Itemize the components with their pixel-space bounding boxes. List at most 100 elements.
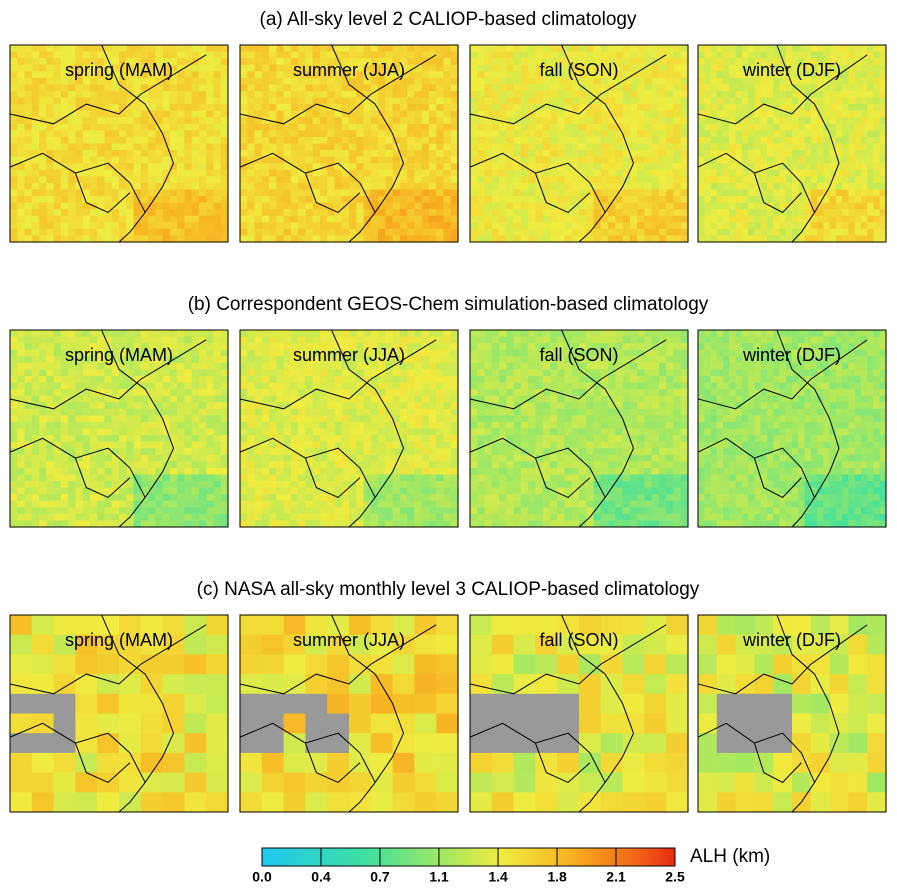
map-cell: [629, 58, 638, 66]
map-cell: [126, 461, 135, 469]
map-cell: [571, 228, 580, 237]
map-cell: [312, 362, 321, 370]
map-cell: [111, 130, 120, 138]
map-cell: [162, 330, 171, 338]
map-cell: [82, 77, 91, 85]
map-cell: [658, 143, 667, 151]
map-cell: [46, 448, 55, 456]
map-cell: [75, 189, 84, 197]
map-cell: [148, 209, 156, 217]
map-cell: [312, 428, 321, 436]
map-cell: [46, 58, 55, 66]
map-cell: [305, 395, 314, 403]
map-cell: [247, 343, 256, 351]
map-cell: [119, 64, 127, 72]
map-cell: [370, 97, 379, 105]
map-cell: [283, 494, 292, 502]
map-cell: [133, 143, 142, 151]
map-cell: [184, 402, 193, 410]
map-cell: [436, 136, 445, 145]
map-cell: [392, 130, 401, 138]
map-cell: [450, 90, 459, 99]
map-cell: [17, 64, 26, 72]
map-cell: [760, 189, 768, 197]
map-cell: [484, 143, 493, 151]
map-cell: [283, 435, 292, 443]
map-cell: [46, 507, 55, 515]
map-cell: [484, 182, 493, 191]
map-cell: [75, 71, 84, 79]
map-cell: [848, 215, 856, 223]
map-cell: [564, 143, 573, 151]
map-cell: [698, 189, 705, 197]
map-cell: [399, 150, 408, 158]
map-cell: [499, 110, 507, 118]
map-cell: [177, 461, 185, 469]
map-cell: [39, 461, 47, 469]
map-cell: [240, 382, 248, 390]
map-cell: [24, 356, 33, 364]
map-cell: [177, 454, 185, 462]
map-cell: [557, 117, 566, 125]
map-cell: [104, 97, 113, 105]
map-cell: [298, 369, 306, 377]
map-cell: [698, 117, 705, 125]
map-cell: [198, 454, 207, 462]
map-cell: [247, 117, 256, 125]
map-cell: [867, 136, 875, 145]
map-cell: [741, 84, 749, 92]
map-cell: [499, 104, 507, 112]
map-cell: [378, 215, 386, 223]
map-cell: [261, 415, 270, 423]
map-cell: [680, 58, 689, 66]
map-cell: [82, 215, 91, 223]
map-cell: [24, 215, 33, 223]
map-cell: [240, 182, 248, 191]
map-cell: [428, 51, 437, 59]
map-cell: [97, 461, 106, 469]
map-cell: [792, 136, 799, 145]
map-cell: [673, 169, 682, 177]
map-cell: [155, 520, 164, 528]
map-cell: [283, 163, 292, 171]
map-cell: [312, 500, 321, 508]
map-cell: [17, 97, 26, 105]
map-cell: [810, 71, 818, 79]
map-cell: [247, 228, 256, 237]
map-cell: [126, 71, 135, 79]
map-cell: [247, 500, 256, 508]
map-cell: [269, 428, 277, 436]
map-cell: [710, 71, 718, 79]
map-cell: [484, 136, 493, 145]
map-cell: [276, 58, 285, 66]
map-cell: [666, 58, 675, 66]
map-cell: [334, 169, 343, 177]
map-cell: [10, 369, 18, 377]
map-cell: [723, 64, 730, 72]
map-cell: [334, 402, 343, 410]
map-cell: [499, 123, 507, 131]
map-cell: [191, 163, 200, 171]
map-cell: [477, 202, 486, 210]
map-cell: [305, 45, 314, 53]
map-cell: [82, 500, 91, 508]
map-cell: [867, 202, 875, 210]
map-cell: [104, 84, 113, 92]
map-cell: [319, 71, 328, 79]
map-cell: [798, 51, 806, 59]
map-cell: [97, 382, 106, 390]
map-cell: [698, 202, 705, 210]
map-cell: [407, 110, 415, 118]
map-cell: [247, 150, 256, 158]
map-cell: [651, 71, 660, 79]
map-cell: [470, 150, 478, 158]
map-cell: [119, 182, 127, 191]
map-cell: [860, 64, 868, 72]
map-cell: [191, 454, 200, 462]
map-cell: [385, 235, 394, 243]
map-cell: [499, 182, 507, 191]
map-cell: [177, 182, 185, 191]
map-cell: [867, 110, 875, 118]
map-cell: [860, 209, 868, 217]
map-cell: [571, 84, 580, 92]
